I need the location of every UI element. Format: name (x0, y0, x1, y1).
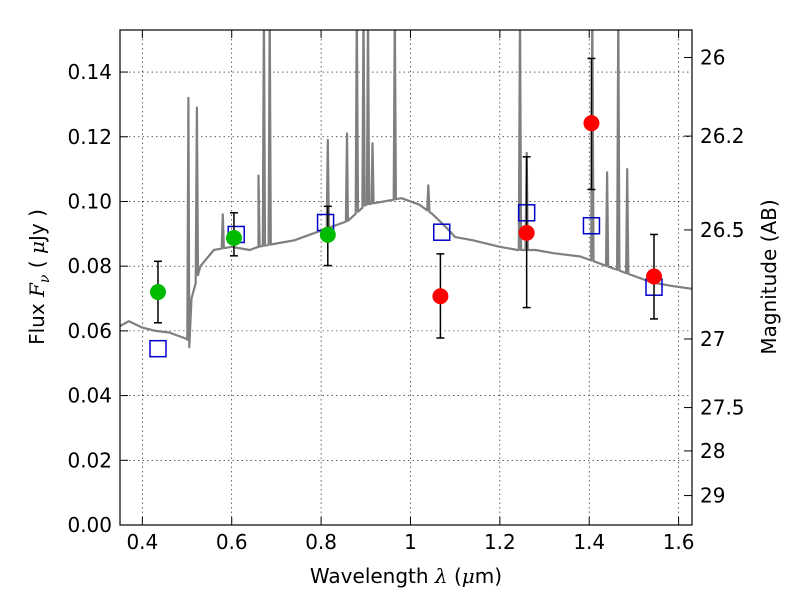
right-tick-label: 26.2 (700, 124, 745, 148)
grid-lines (120, 30, 692, 526)
spectrum-line (120, 30, 692, 349)
y-tick-label: 0.12 (67, 125, 112, 149)
model-square-marker (149, 339, 167, 358)
observed-point (518, 224, 535, 241)
x-tick-label: 1.2 (484, 530, 516, 554)
y-tick-label: 0.06 (67, 319, 112, 343)
data-points-layer (149, 57, 663, 358)
y-tick-label: 0.08 (67, 254, 112, 278)
x-tick-label: 1.4 (573, 530, 605, 554)
observed-point (319, 226, 336, 243)
x-axis-label: Wavelength λ (μm) (310, 564, 502, 588)
y-tick-label: 0.14 (67, 60, 112, 84)
right-tick-label: 27.5 (700, 396, 745, 420)
x-tick-label: 0.6 (216, 530, 248, 554)
y-axis-label: Flux Fν ( μJy ) (25, 209, 53, 345)
axis-ticks: 0.4 0.6 0.8 1 1.2 1.4 1.6 0.00 0.02 0.04 0.06 0.08 0… (67, 30, 745, 554)
y-right-axis-label: Magnitude (AB) (757, 199, 781, 354)
y-tick-label: 0.02 (67, 448, 112, 472)
right-tick-label: 26.5 (700, 218, 745, 242)
right-tick-label: 28 (700, 439, 725, 463)
x-tick-label: 0.4 (126, 530, 158, 554)
y-tick-label: 0.00 (67, 513, 112, 537)
model-square-marker (433, 223, 451, 241)
observed-point (432, 288, 449, 305)
observed-point (225, 230, 242, 247)
x-tick-label: 0.8 (305, 530, 337, 554)
x-tick-label: 1.6 (663, 530, 695, 554)
y-tick-label: 0.04 (67, 384, 112, 408)
right-tick-label: 29 (700, 484, 725, 508)
observed-point (583, 115, 600, 132)
spectrum-layer (120, 30, 692, 349)
y-tick-label: 0.10 (67, 189, 112, 213)
observed-point (149, 284, 166, 301)
model-square-marker (582, 216, 601, 235)
right-tick-label: 26 (700, 46, 725, 70)
observed-point (646, 268, 663, 285)
x-tick-label: 1 (404, 530, 417, 554)
right-tick-label: 27 (700, 327, 725, 351)
plot-frame (119, 29, 693, 526)
